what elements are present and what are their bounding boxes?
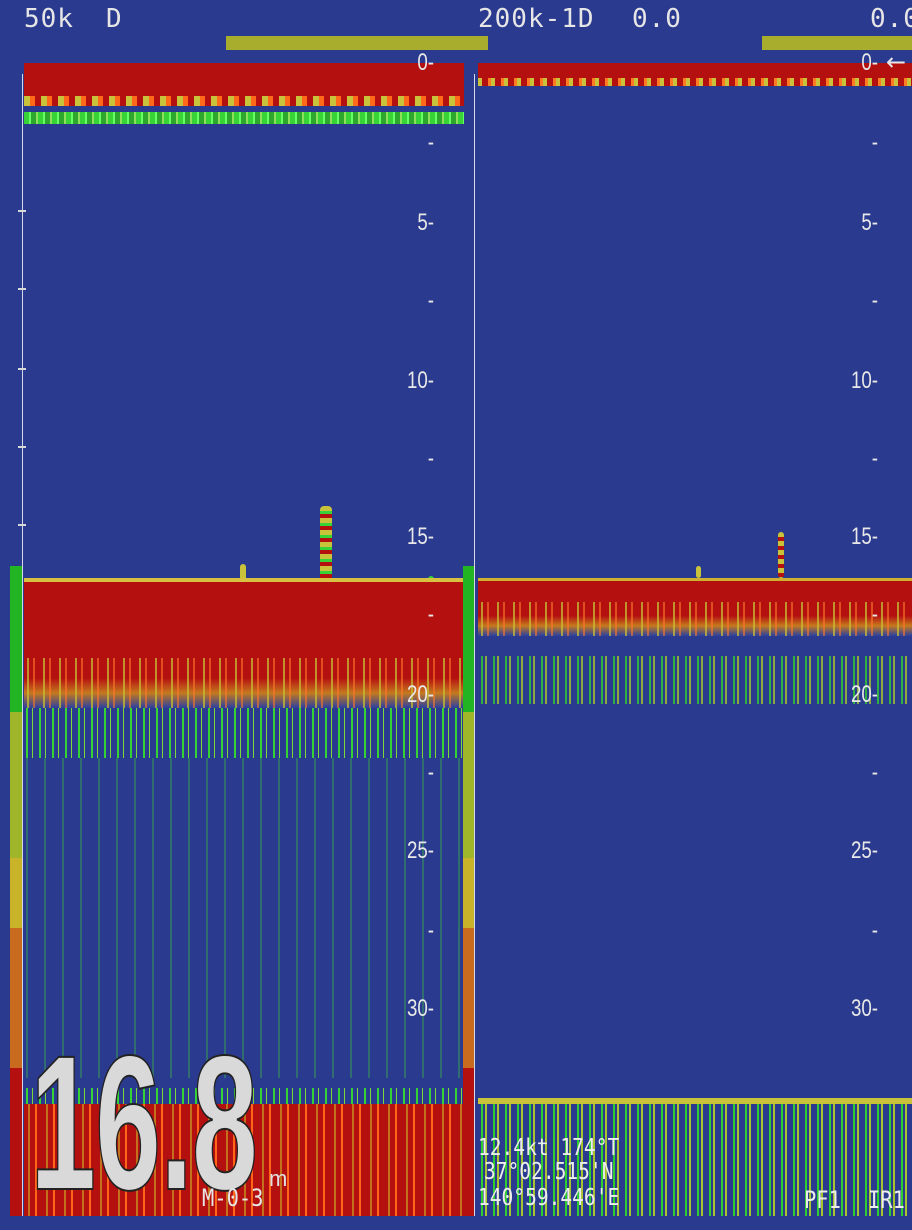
right-shift-value: 0.0: [632, 4, 682, 34]
left-depth-label-17: -: [427, 601, 434, 628]
color-scale-red: [463, 1068, 475, 1216]
right-green-layer: [478, 656, 912, 704]
left-depth-label-2: -: [427, 129, 434, 156]
latitude-readout: 37°02.515'N: [484, 1159, 614, 1185]
left-depth-label-0: 0-: [417, 49, 434, 76]
right-depth-label-0: 0-: [861, 49, 878, 76]
left-panel-border: [22, 74, 23, 1216]
left-surface-green-band: [24, 112, 464, 124]
left-depth-label-20: 20-: [406, 681, 434, 708]
left-edge-tick: [18, 446, 26, 448]
left-water-noise: [24, 758, 464, 1078]
left-edge-scale-orange: [10, 928, 22, 1068]
left-depth-label-10: 10-: [406, 367, 434, 394]
left-edge-tick: [18, 288, 26, 290]
left-edge-scale-yellow: [10, 858, 22, 928]
left-depth-label-15: 15-: [406, 523, 434, 550]
mode-label: M-0-3: [202, 1184, 264, 1212]
fish-echo-small: [240, 564, 246, 584]
right-depth-label-22: -: [871, 759, 878, 786]
left-depth-label-30: 30-: [406, 995, 434, 1022]
left-edge-tick: [18, 368, 26, 370]
left-depth-label-7: -: [427, 287, 434, 314]
left-edge-tick: [18, 524, 26, 526]
right-bottom-gradient: [478, 602, 912, 636]
right-depth-label-20: 20-: [850, 681, 878, 708]
color-scale-yellow: [463, 858, 475, 928]
left-edge-scale-green: [10, 566, 22, 712]
right-depth-label-17: -: [871, 601, 878, 628]
depth-marker-arrow-icon: ←: [886, 48, 907, 76]
speed-heading-readout: 12.4kt 174°T: [478, 1135, 620, 1161]
left-edge-tick: [18, 210, 26, 212]
right-depth-label-27: -: [871, 917, 878, 944]
left-mode-label: D: [106, 4, 123, 34]
right-depth-label-25: 25-: [850, 837, 878, 864]
center-divider: [474, 74, 475, 1216]
right-depth-label-5: 5-: [861, 209, 878, 236]
right-frequency-label: 200k-1D: [478, 4, 595, 34]
right-depth-label-30: 30-: [850, 995, 878, 1022]
color-scale-green: [463, 566, 475, 712]
longitude-readout: 140°59.446'E: [478, 1185, 620, 1211]
left-bottom-echo: [24, 578, 464, 662]
right-fish-echo: [778, 532, 784, 578]
right-fish-echo-small: [696, 566, 701, 578]
right-depth-label-7: -: [871, 287, 878, 314]
right-echogram: [478, 58, 912, 1216]
left-depth-label-25: 25-: [406, 837, 434, 864]
left-echogram: [24, 58, 464, 1216]
left-bottom-green-fringe: [24, 708, 464, 758]
left-depth-label-5: 5-: [417, 209, 434, 236]
left-depth-label-12: -: [427, 445, 434, 472]
right-shift-value-2: 0.0: [870, 4, 912, 34]
left-bottom-gradient: [24, 658, 464, 708]
right-deep-bottom-line: [478, 1098, 912, 1104]
right-depth-label-15: 15-: [850, 523, 878, 550]
fish-school-echo: [320, 506, 332, 590]
left-depth-label-27: -: [427, 917, 434, 944]
color-scale-orange: [463, 928, 475, 1068]
ir-indicator: IR1: [868, 1186, 905, 1214]
right-depth-label-12: -: [871, 445, 878, 472]
right-depth-label-2: -: [871, 129, 878, 156]
left-depth-label-22: -: [427, 759, 434, 786]
left-edge-scale-yellowgreen: [10, 712, 22, 858]
left-deep-bottom: [24, 1104, 464, 1216]
right-depth-label-10: 10-: [850, 367, 878, 394]
right-deep-bottom: [478, 1098, 912, 1216]
left-deep-green-fringe: [24, 1088, 464, 1106]
right-gain-bar: [762, 36, 912, 50]
left-surface-speckle: [24, 96, 464, 106]
right-surface-speckle: [478, 78, 912, 86]
left-edge-scale-red: [10, 1068, 22, 1216]
left-gain-bar: [226, 36, 488, 50]
color-scale-yellowgreen: [463, 712, 475, 858]
pf-indicator: PF1: [804, 1186, 841, 1214]
depth-unit: m: [269, 1166, 288, 1191]
depth-readout: 16.8: [29, 1015, 258, 1230]
left-frequency-label: 50k: [24, 4, 74, 34]
